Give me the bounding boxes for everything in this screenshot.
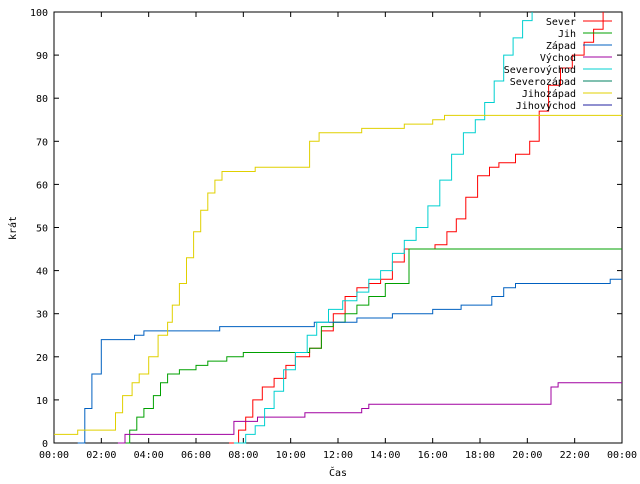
x-axis-label: Čas	[329, 466, 347, 479]
series-line	[77, 278, 622, 444]
x-tick-label: 12:00	[323, 450, 353, 461]
ticks-layer: 00:00 02:00 04:00 06:00 08:00 10:00 12:00 14:00…	[30, 8, 637, 461]
y-tick-label: 20	[36, 353, 48, 364]
series-line	[54, 114, 622, 435]
x-tick-label: 10:00	[276, 450, 306, 461]
series-line	[117, 382, 622, 444]
y-tick-label: 50	[36, 224, 48, 235]
legend-label: Východ	[540, 52, 576, 64]
legend-label: Jihovýchod	[516, 100, 576, 112]
y-tick-label: 70	[36, 137, 48, 148]
y-tick-label: 100	[30, 8, 48, 19]
x-tick-label: 20:00	[512, 450, 542, 461]
y-tick-label: 0	[42, 439, 48, 450]
legend-label: Jih	[558, 29, 576, 40]
y-tick-label: 60	[36, 180, 48, 191]
x-tick-label: 22:00	[560, 450, 590, 461]
legend-label: Sever	[546, 17, 576, 28]
series-layer	[54, 12, 622, 444]
y-tick-label: 80	[36, 94, 48, 105]
x-tick-label: 18:00	[465, 450, 495, 461]
x-tick-label: 00:00	[607, 450, 637, 461]
y-tick-label: 10	[36, 396, 48, 407]
x-tick-label: 00:00	[39, 450, 69, 461]
legend-label: Západ	[546, 40, 576, 52]
x-tick-label: 04:00	[134, 450, 164, 461]
y-tick-label: 30	[36, 310, 48, 321]
legend-label: Jihozápad	[522, 88, 576, 100]
y-tick-label: 90	[36, 51, 48, 62]
legend-label: Severovýchod	[504, 64, 576, 76]
x-tick-label: 14:00	[370, 450, 400, 461]
legend-label: Severozápad	[510, 76, 576, 88]
series-line	[120, 248, 622, 444]
x-tick-label: 08:00	[228, 450, 258, 461]
y-tick-label: 40	[36, 267, 48, 278]
y-axis-label: krát	[7, 216, 19, 240]
x-tick-label: 16:00	[418, 450, 448, 461]
x-tick-label: 06:00	[181, 450, 211, 461]
legend: SeverJihZápadVýchodSeverovýchodSeverozáp…	[504, 17, 612, 112]
series-line	[233, 12, 533, 444]
x-tick-label: 02:00	[86, 450, 116, 461]
